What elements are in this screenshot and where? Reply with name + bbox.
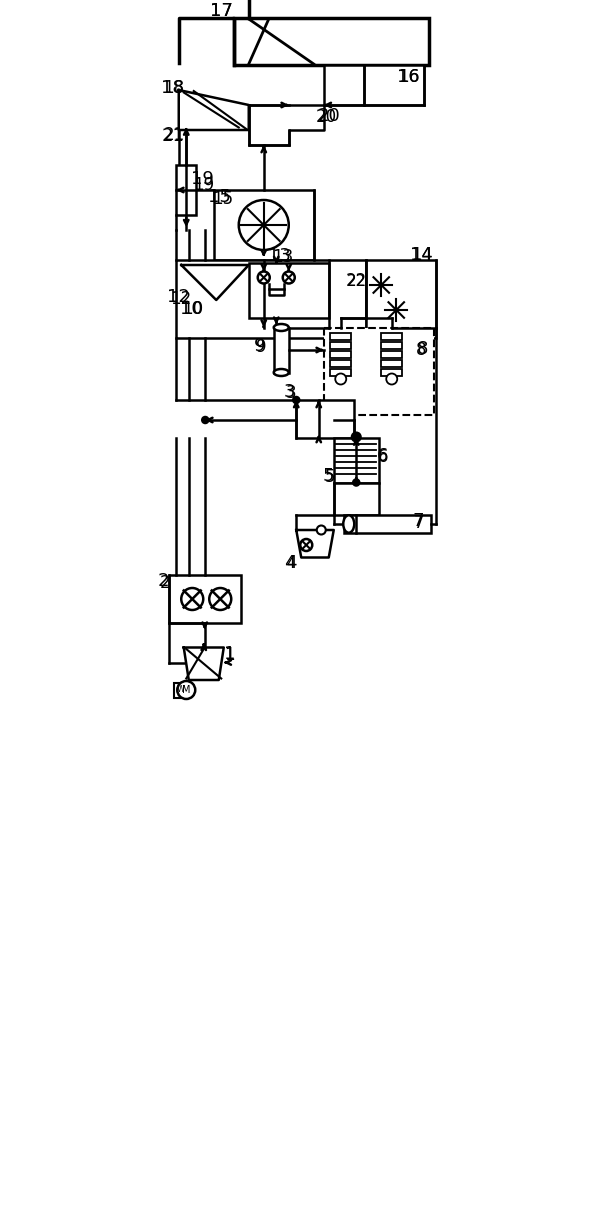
Circle shape (283, 271, 295, 283)
Text: 12: 12 (170, 290, 191, 308)
Bar (249, 262, 329, 318)
Polygon shape (296, 530, 334, 558)
Bar (381, 368, 402, 376)
Circle shape (177, 681, 195, 699)
Polygon shape (249, 105, 324, 145)
Text: 7: 7 (413, 513, 424, 530)
Bar (334, 437, 379, 483)
Circle shape (353, 434, 359, 440)
Circle shape (293, 397, 299, 403)
Text: 18: 18 (163, 79, 184, 97)
Text: 12: 12 (167, 288, 190, 307)
Bar (234, 17, 429, 65)
Text: 10: 10 (180, 301, 202, 318)
Text: 13: 13 (268, 246, 291, 265)
Text: 2: 2 (159, 574, 170, 591)
Ellipse shape (343, 515, 354, 532)
Text: 20: 20 (316, 108, 337, 127)
Bar (296, 400, 354, 437)
Bar (174, 683, 189, 697)
Text: 4: 4 (284, 553, 296, 572)
Text: 14: 14 (411, 246, 432, 264)
Ellipse shape (274, 370, 289, 376)
Bar (176, 260, 367, 338)
Circle shape (335, 373, 346, 384)
Text: W: W (177, 685, 186, 695)
Text: 21: 21 (161, 127, 184, 145)
Bar (330, 333, 351, 340)
Text: 7: 7 (414, 514, 424, 531)
Circle shape (202, 416, 208, 423)
Text: 22: 22 (346, 272, 367, 290)
Text: 19: 19 (192, 170, 214, 188)
Polygon shape (178, 90, 249, 131)
Bar (330, 360, 351, 366)
Text: 1: 1 (224, 646, 236, 663)
Polygon shape (181, 265, 249, 301)
Circle shape (353, 479, 359, 485)
Bar (344, 515, 431, 532)
Bar (274, 328, 289, 372)
Circle shape (181, 588, 203, 610)
Text: 9: 9 (256, 339, 267, 356)
Circle shape (209, 588, 231, 610)
Text: 17: 17 (210, 2, 233, 20)
Circle shape (239, 200, 289, 250)
Circle shape (317, 526, 325, 535)
Bar (381, 333, 402, 340)
Text: 14: 14 (410, 246, 433, 264)
Text: 15: 15 (208, 188, 231, 207)
Circle shape (386, 373, 397, 384)
Text: 22: 22 (347, 274, 366, 290)
Text: 17: 17 (210, 2, 233, 20)
Text: M: M (182, 685, 190, 695)
Text: 3: 3 (286, 384, 296, 403)
Text: 20: 20 (317, 107, 340, 124)
Circle shape (300, 540, 312, 551)
Text: 8: 8 (417, 340, 428, 359)
Text: 8: 8 (416, 341, 427, 359)
Ellipse shape (274, 324, 289, 331)
Text: 6: 6 (377, 447, 389, 464)
Bar (214, 190, 314, 260)
Text: 19: 19 (193, 176, 214, 193)
Bar (334, 483, 379, 515)
Text: 4: 4 (286, 553, 296, 572)
Text: 5: 5 (323, 467, 334, 485)
Bar (367, 260, 436, 338)
Circle shape (258, 271, 270, 283)
Text: 21: 21 (164, 126, 186, 144)
Bar (381, 350, 402, 357)
Bar (381, 360, 402, 366)
Text: 5: 5 (324, 468, 335, 487)
Polygon shape (184, 648, 224, 680)
Text: 10: 10 (182, 301, 203, 318)
Text: 1: 1 (224, 646, 235, 664)
Text: 18: 18 (161, 79, 184, 97)
Text: 15: 15 (212, 190, 233, 208)
Bar (324, 65, 424, 105)
Text: 9: 9 (254, 338, 265, 355)
Bar (176, 165, 196, 216)
Text: 13: 13 (272, 249, 293, 266)
Bar (324, 328, 434, 415)
Text: 16: 16 (398, 69, 419, 86)
Text: 3: 3 (284, 383, 296, 400)
Bar (330, 350, 351, 357)
Text: 16: 16 (397, 69, 420, 86)
Text: 6: 6 (377, 448, 388, 467)
Bar (381, 341, 402, 349)
Text: 2: 2 (158, 572, 170, 590)
Circle shape (352, 432, 361, 441)
Bar (169, 575, 241, 622)
Bar (330, 368, 351, 376)
Bar (330, 341, 351, 349)
